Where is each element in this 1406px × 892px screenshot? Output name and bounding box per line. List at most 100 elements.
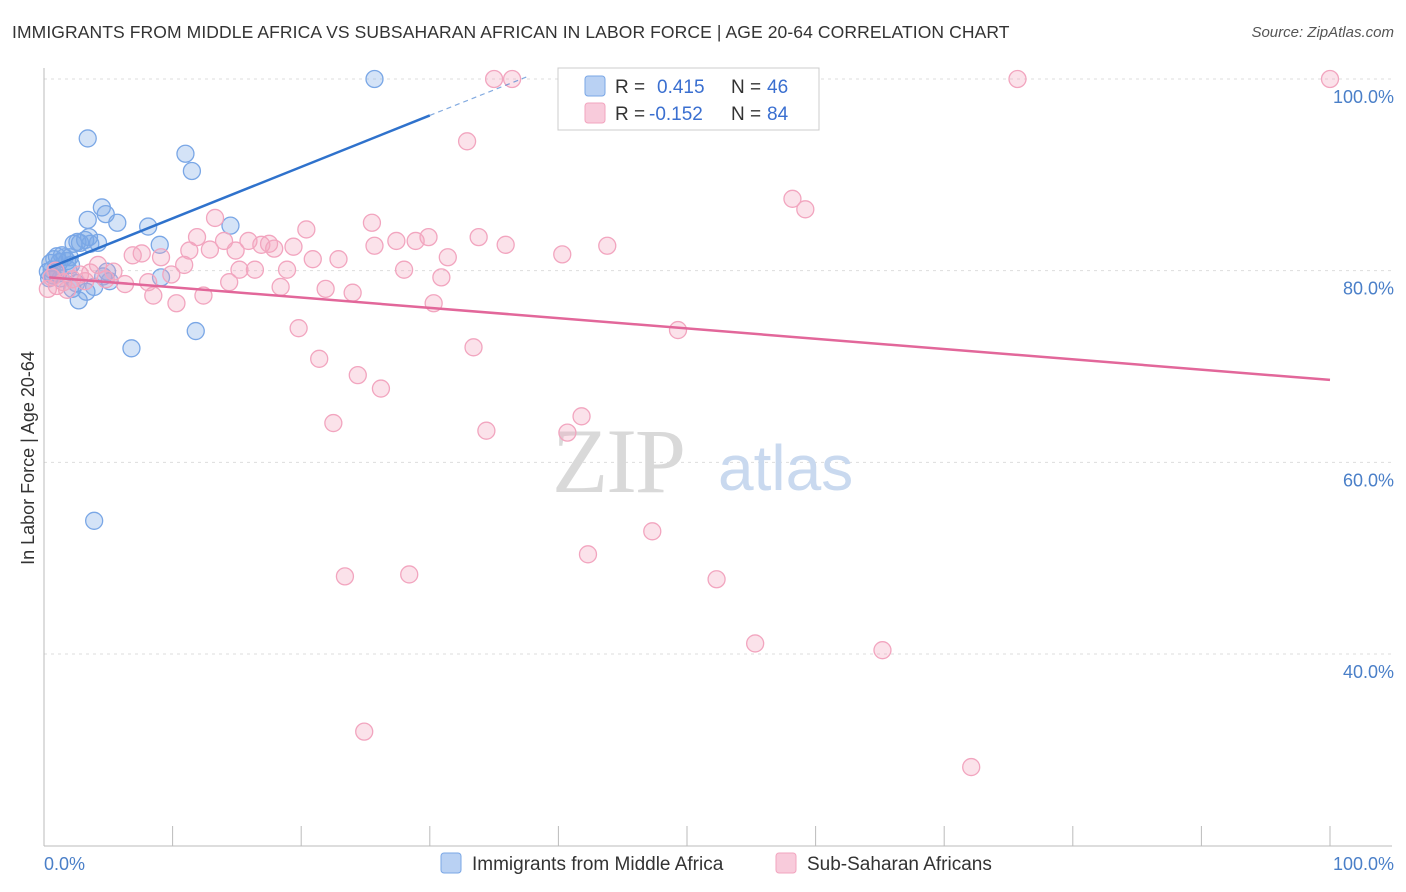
trend-line-sub-saharan [49, 276, 1331, 382]
data-point [316, 279, 335, 299]
data-point [221, 216, 240, 235]
data-point [122, 339, 141, 358]
data-point [277, 260, 297, 279]
data-point [265, 239, 284, 258]
data-point [348, 365, 367, 385]
gridlines [44, 78, 1392, 655]
legend-r-label-1: R = [615, 104, 645, 125]
x-tick-label-min: 0.0% [44, 854, 85, 874]
legend-n-value-0: 46 [767, 77, 788, 98]
data-point [335, 567, 355, 586]
data-point [355, 722, 374, 741]
legend-r-value-0: 0.415 [657, 77, 705, 98]
tick-labels: 0.0% 100.0% 40.0% 60.0% 80.0% 100.0% [44, 87, 1394, 874]
y-axis-title: In Labor Force | Age 20-64 [18, 351, 38, 565]
watermark-atlas: atlas [718, 432, 853, 504]
data-point [226, 241, 245, 260]
data-point [57, 280, 77, 299]
y-tick-label-40: 40.0% [1343, 662, 1394, 682]
watermark: ZIP atlas [552, 410, 853, 512]
legend-r-label-0: R = [615, 77, 645, 98]
y-tick-label-100: 100.0% [1333, 87, 1394, 107]
legend-swatch-blue [584, 75, 606, 97]
data-point [457, 132, 477, 151]
legend-n-value-1: 84 [767, 104, 789, 125]
data-point [297, 220, 316, 239]
data-point [284, 237, 303, 256]
data-point [104, 262, 123, 281]
data-point [464, 338, 483, 357]
data-point [176, 144, 195, 163]
legend-swatch-middle-africa [440, 852, 462, 874]
data-point [873, 641, 892, 660]
data-point [310, 349, 329, 368]
data-point [558, 423, 577, 442]
data-point [783, 189, 802, 208]
x-tick-label-max: 100.0% [1333, 854, 1394, 874]
data-point [419, 227, 438, 247]
data-point [175, 255, 194, 275]
data-point [230, 260, 249, 279]
data-point [484, 69, 504, 89]
data-point [1320, 69, 1340, 89]
data-point [289, 319, 308, 338]
data-point [578, 545, 598, 564]
data-point [88, 255, 108, 275]
data-point [108, 213, 127, 232]
legend-label-sub-saharan: Sub-Saharan Africans [807, 854, 992, 875]
data-point [746, 634, 765, 653]
y-tick-label-60: 60.0% [1343, 470, 1394, 490]
correlation-legend: R = 0.415 N = 46 R = -0.152 N = 84 [557, 67, 820, 131]
data-point [962, 757, 981, 777]
data-point [1008, 69, 1027, 89]
data-point [496, 235, 515, 254]
data-point [200, 240, 220, 259]
legend-swatch-sub-saharan [775, 852, 797, 874]
data-point [438, 248, 457, 267]
data-point [387, 231, 406, 251]
data-point [362, 213, 382, 232]
data-point [394, 260, 414, 279]
data-point [329, 250, 348, 269]
data-point [553, 245, 572, 264]
series-legend: Immigrants from Middle Africa Sub-Sahara… [440, 852, 992, 875]
data-point [598, 236, 617, 255]
data-point [78, 210, 97, 230]
y-tick-label-80: 80.0% [1343, 279, 1394, 299]
legend-label-middle-africa: Immigrants from Middle Africa [472, 854, 724, 875]
data-point [707, 570, 726, 589]
data-point [182, 161, 202, 181]
data-point [132, 244, 151, 263]
data-point [796, 200, 815, 219]
data-point [365, 236, 384, 255]
data-point [123, 246, 142, 265]
legend-n-label-1: N = [731, 104, 761, 125]
data-point [668, 320, 688, 340]
data-point [343, 283, 362, 302]
data-point [187, 227, 207, 247]
data-point [469, 227, 488, 247]
trend-line-middle-africa [48, 114, 431, 269]
data-point [205, 208, 225, 228]
data-point [432, 268, 451, 287]
data-point [477, 421, 496, 440]
chart-title: IMMIGRANTS FROM MIDDLE AFRICA VS SUBSAHA… [12, 22, 1010, 42]
data-point [96, 270, 115, 289]
data-point [85, 511, 104, 530]
legend-n-label-0: N = [731, 77, 761, 98]
data-point [643, 522, 662, 541]
data-point [371, 379, 391, 398]
data-point [194, 286, 213, 305]
axes [43, 68, 1392, 847]
data-point [572, 407, 591, 426]
trend-lines [48, 76, 1331, 382]
data-point [167, 294, 186, 313]
data-point [186, 321, 205, 341]
chart-source: Source: ZipAtlas.com [1251, 24, 1394, 41]
data-point [324, 413, 343, 433]
data-point [365, 69, 384, 89]
data-point [162, 265, 181, 284]
legend-swatch-pink [584, 102, 606, 124]
data-point [271, 277, 290, 297]
